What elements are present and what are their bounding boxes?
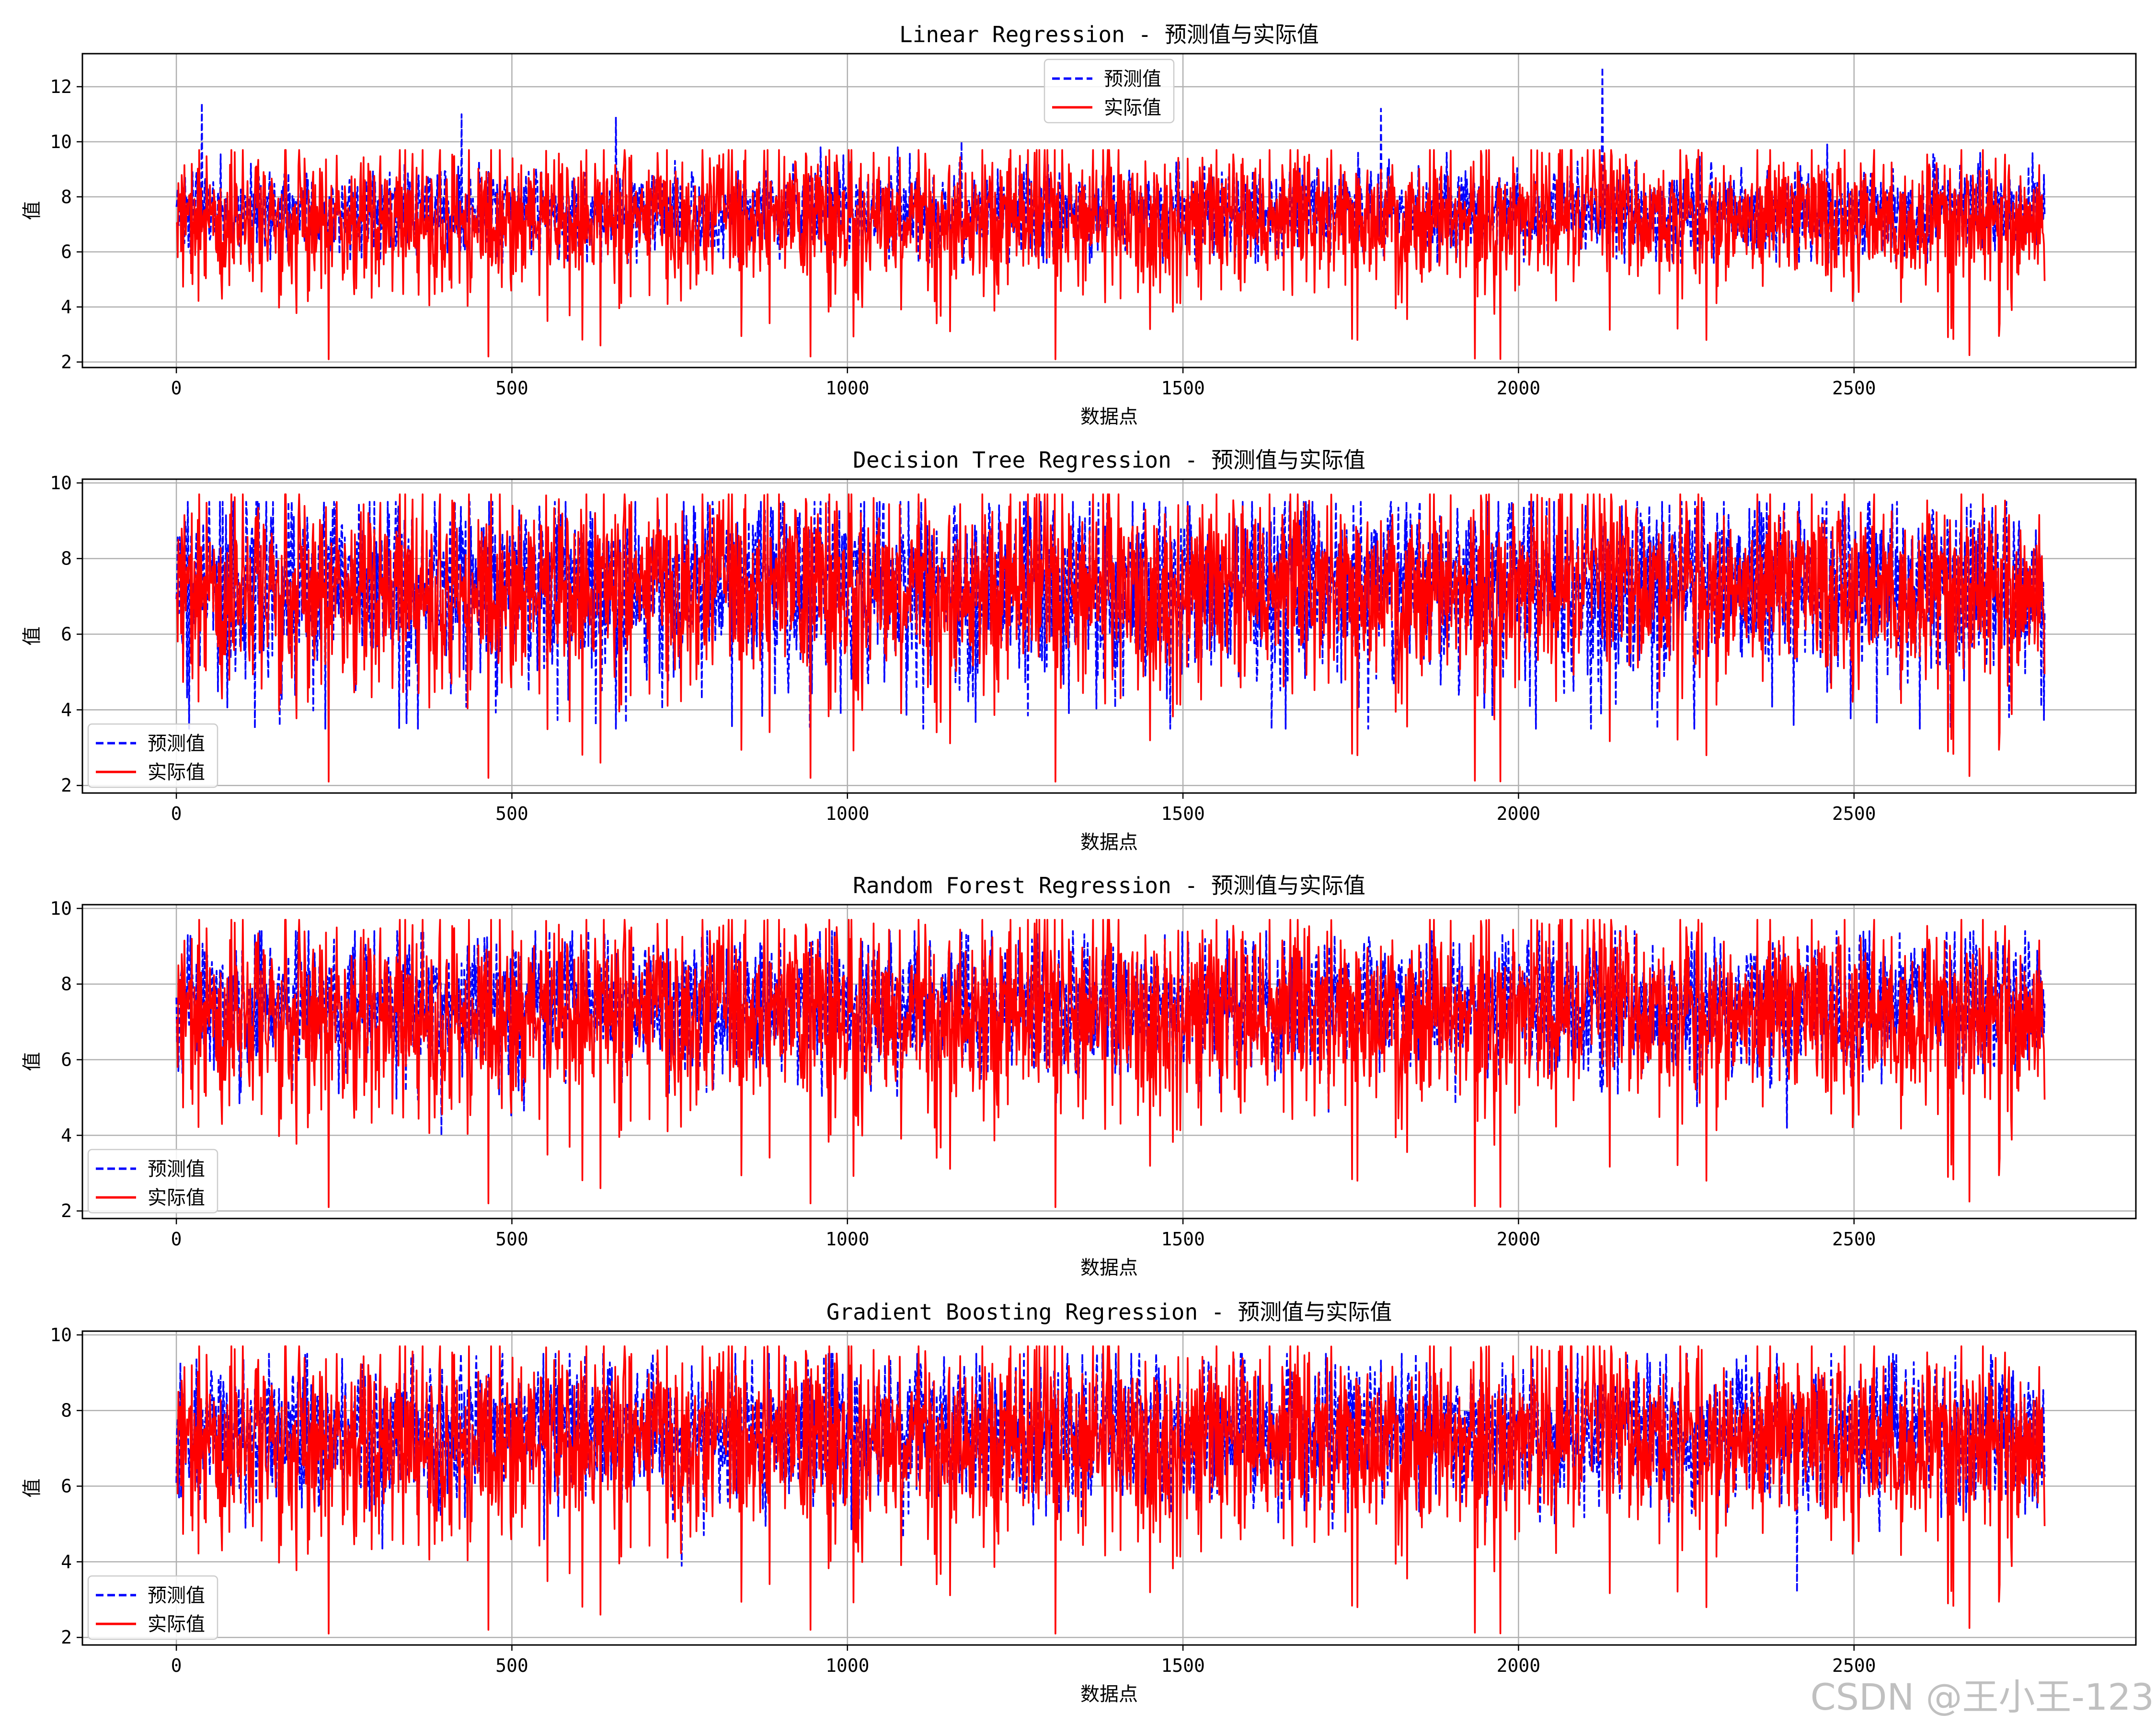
y-tick-label: 4 <box>61 699 72 720</box>
chart-title: Random Forest Regression - 预测值与实际值 <box>853 873 1365 898</box>
x-tick-label: 500 <box>495 1655 528 1676</box>
x-axis-label: 数据点 <box>1080 831 1138 853</box>
chart-title: Linear Regression - 预测值与实际值 <box>899 22 1319 47</box>
x-tick-label: 1000 <box>826 378 870 399</box>
x-tick-label: 2000 <box>1497 1655 1541 1676</box>
x-axis-label: 数据点 <box>1080 1683 1138 1705</box>
legend-label-predicted: 预测值 <box>148 733 205 755</box>
x-tick-label: 1500 <box>1161 1655 1205 1676</box>
legend-label-actual: 实际值 <box>148 1613 205 1635</box>
y-tick-label: 8 <box>61 186 72 207</box>
x-tick-label: 0 <box>171 378 182 399</box>
series-line-actual <box>175 149 2046 360</box>
x-tick-label: 1000 <box>826 803 870 824</box>
y-tick-label: 6 <box>61 242 72 263</box>
legend-label-actual: 实际值 <box>148 1187 205 1209</box>
chart-panel-3: Random Forest Regression - 预测值与实际值 0 500 10… <box>21 873 2137 1279</box>
x-tick-label: 0 <box>171 803 182 824</box>
series-line-actual <box>175 1345 2046 1635</box>
y-tick-label: 8 <box>61 548 72 569</box>
y-tick-label: 10 <box>50 898 72 919</box>
x-tick-label: 2000 <box>1497 378 1541 399</box>
y-tick-label: 4 <box>61 297 72 318</box>
legend-label-predicted: 预测值 <box>148 1585 205 1607</box>
chart-title: Gradient Boosting Regression - 预测值与实际值 <box>826 1299 1392 1325</box>
plot-frame <box>81 904 2137 1219</box>
x-tick-label: 2500 <box>1832 1655 1876 1676</box>
x-axis-label: 数据点 <box>1080 406 1138 428</box>
y-axis-label: 值 <box>21 201 43 220</box>
y-tick-label: 2 <box>61 1627 72 1648</box>
y-tick-label: 10 <box>50 1324 72 1346</box>
y-tick-label: 4 <box>61 1125 72 1146</box>
series-line-predicted <box>175 66 2046 264</box>
plot-frame <box>81 478 2137 794</box>
x-tick-label: 1000 <box>826 1229 870 1250</box>
x-tick-label: 2000 <box>1497 1229 1541 1250</box>
x-tick-label: 1000 <box>826 1655 870 1676</box>
y-tick-label: 6 <box>61 1476 72 1497</box>
x-tick-label: 500 <box>495 1229 528 1250</box>
x-tick-label: 2500 <box>1832 1229 1876 1250</box>
x-tick-label: 1500 <box>1161 378 1205 399</box>
watermark-text: CSDN @王小王-123 <box>1810 1676 2154 1718</box>
y-tick-label: 2 <box>61 1200 72 1221</box>
legend-label-actual: 实际值 <box>1104 97 1161 119</box>
legend-label-predicted: 预测值 <box>1104 68 1161 90</box>
chart-panel-1: Linear Regression - 预测值与实际值 0 500 1000 1500 2… <box>21 22 2137 428</box>
x-tick-label: 0 <box>171 1229 182 1250</box>
y-tick-label: 2 <box>61 775 72 796</box>
chart-title: Decision Tree Regression - 预测值与实际值 <box>853 447 1365 473</box>
x-tick-label: 1500 <box>1161 1229 1205 1250</box>
plot-frame <box>81 1330 2137 1646</box>
x-tick-label: 2500 <box>1832 378 1876 399</box>
y-tick-label: 8 <box>61 1400 72 1421</box>
y-tick-label: 2 <box>61 352 72 373</box>
series-line-actual <box>175 919 2046 1208</box>
x-tick-label: 0 <box>171 1655 182 1676</box>
legend-label-predicted: 预测值 <box>148 1158 205 1180</box>
y-axis-label: 值 <box>21 627 43 646</box>
y-tick-label: 4 <box>61 1551 72 1572</box>
x-tick-label: 2000 <box>1497 803 1541 824</box>
x-tick-label: 500 <box>495 803 528 824</box>
y-tick-label: 6 <box>61 624 72 645</box>
chart-panel-4: Gradient Boosting Regression - 预测值与实际值 0 5… <box>21 1299 2137 1705</box>
y-tick-label: 12 <box>50 76 72 97</box>
plot-frame <box>81 53 2137 368</box>
x-tick-label: 2500 <box>1832 803 1876 824</box>
legend-label-actual: 实际值 <box>148 761 205 783</box>
y-axis-label: 值 <box>21 1052 43 1071</box>
chart-panel-2: Decision Tree Regression - 预测值与实际值 0 500 10… <box>21 447 2137 853</box>
x-axis-label: 数据点 <box>1080 1257 1138 1279</box>
series-line-predicted <box>175 501 2046 730</box>
y-tick-label: 10 <box>50 131 72 152</box>
y-tick-label: 10 <box>50 472 72 494</box>
y-tick-label: 8 <box>61 974 72 995</box>
y-axis-label: 值 <box>21 1479 43 1498</box>
x-tick-label: 1500 <box>1161 803 1205 824</box>
series-line-actual <box>175 493 2046 783</box>
x-tick-label: 500 <box>495 378 528 399</box>
y-tick-label: 6 <box>61 1049 72 1070</box>
